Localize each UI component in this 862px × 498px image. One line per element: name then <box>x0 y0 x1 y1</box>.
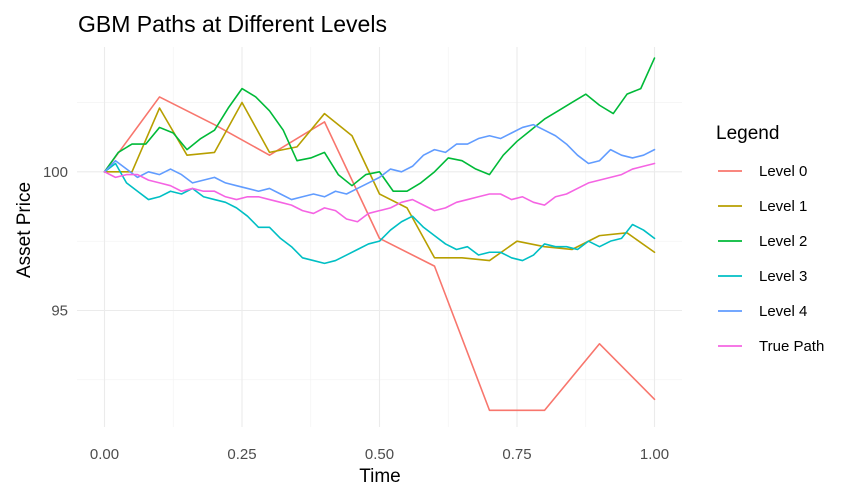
chart-title: GBM Paths at Different Levels <box>78 11 387 37</box>
plot-panel <box>77 47 682 427</box>
legend-label: Level 4 <box>759 303 807 320</box>
legend-item: Level 1 <box>718 198 807 215</box>
series-line <box>103 96 656 412</box>
x-tick-label: 0.00 <box>90 446 119 463</box>
y-axis-title: Asset Price <box>14 182 35 278</box>
y-tick-label: 95 <box>51 303 68 320</box>
y-axis-tick-labels: 95 100 <box>43 164 68 320</box>
legend-items: Level 0 Level 1 Level 2 Level 3 Level 4 True … <box>718 163 824 355</box>
legend-title: Legend <box>716 123 779 144</box>
legend-label: Level 3 <box>759 268 807 285</box>
y-tick-label: 100 <box>43 164 68 181</box>
legend-item: True Path <box>718 338 824 355</box>
legend-item: Level 3 <box>718 268 807 285</box>
x-tick-label: 0.50 <box>365 446 394 463</box>
legend-item: Level 4 <box>718 303 807 320</box>
x-tick-label: 1.00 <box>640 446 669 463</box>
series-line <box>103 162 656 223</box>
series-line <box>103 162 656 265</box>
legend-label: Level 1 <box>759 198 807 215</box>
legend-item: Level 2 <box>718 233 807 250</box>
series-line <box>103 123 656 201</box>
series-line <box>103 101 656 262</box>
legend-label: True Path <box>759 338 824 355</box>
series-lines <box>103 57 656 412</box>
legend-label: Level 0 <box>759 163 807 180</box>
series-line <box>103 57 656 193</box>
x-tick-label: 0.75 <box>502 446 531 463</box>
x-axis-title: Time <box>359 466 401 487</box>
x-axis-tick-labels: 0.00 0.25 0.50 0.75 1.00 <box>90 446 669 463</box>
legend-item: Level 0 <box>718 163 807 180</box>
x-tick-label: 0.25 <box>227 446 256 463</box>
legend-label: Level 2 <box>759 233 807 250</box>
